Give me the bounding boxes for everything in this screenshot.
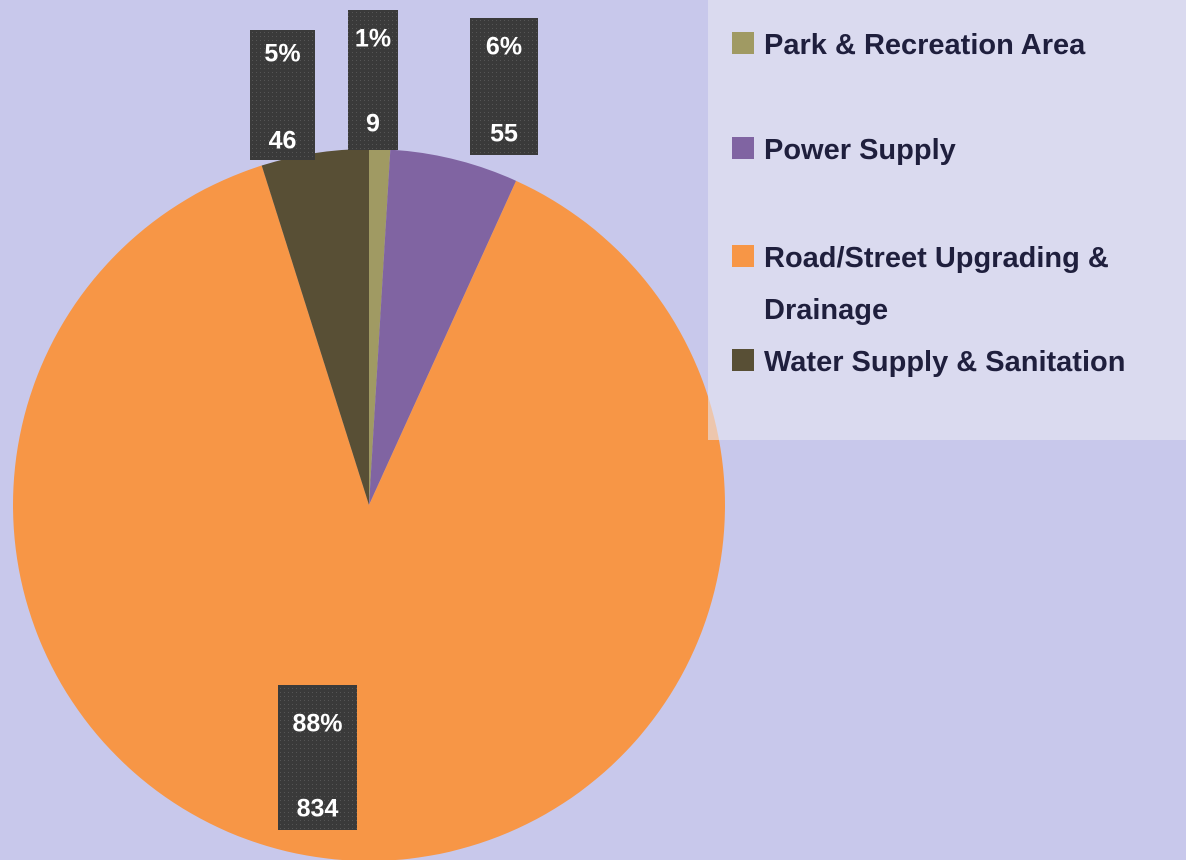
pie-slice	[369, 149, 517, 505]
value-label: 834	[297, 795, 339, 823]
data-label-box	[278, 685, 357, 830]
value-label: 55	[490, 120, 518, 148]
pie-slice	[13, 165, 726, 860]
legend-swatch	[732, 349, 754, 371]
legend-swatch	[732, 137, 754, 159]
legend-label: Power Supply	[764, 134, 956, 166]
legend-item: Power Supply	[732, 124, 1172, 176]
legend-item: Water Supply & Sanitation	[732, 336, 1172, 388]
data-label-box	[348, 10, 398, 150]
legend-label: Water Supply & Sanitation	[764, 346, 1126, 378]
legend-item: Road/Street Upgrading & Drainage	[732, 232, 1172, 336]
pie-slice	[369, 149, 391, 505]
percent-label: 1%	[355, 25, 391, 53]
value-label: 46	[269, 127, 297, 155]
percent-label: 5%	[264, 40, 300, 68]
data-label-box	[470, 18, 538, 155]
legend: Park & Recreation Area Power Supply Road/S…	[708, 0, 1186, 440]
legend-label: Park & Recreation Area	[764, 29, 1086, 61]
legend-label: Road/Street Upgrading & Drainage	[764, 242, 1109, 326]
percent-label: 6%	[486, 33, 522, 61]
legend-swatch	[732, 245, 754, 267]
value-label: 9	[366, 110, 380, 138]
legend-item: Park & Recreation Area	[732, 19, 1172, 71]
data-label-box	[250, 30, 315, 160]
percent-label: 88%	[292, 710, 342, 738]
pie-slice	[261, 149, 369, 505]
legend-swatch	[732, 32, 754, 54]
